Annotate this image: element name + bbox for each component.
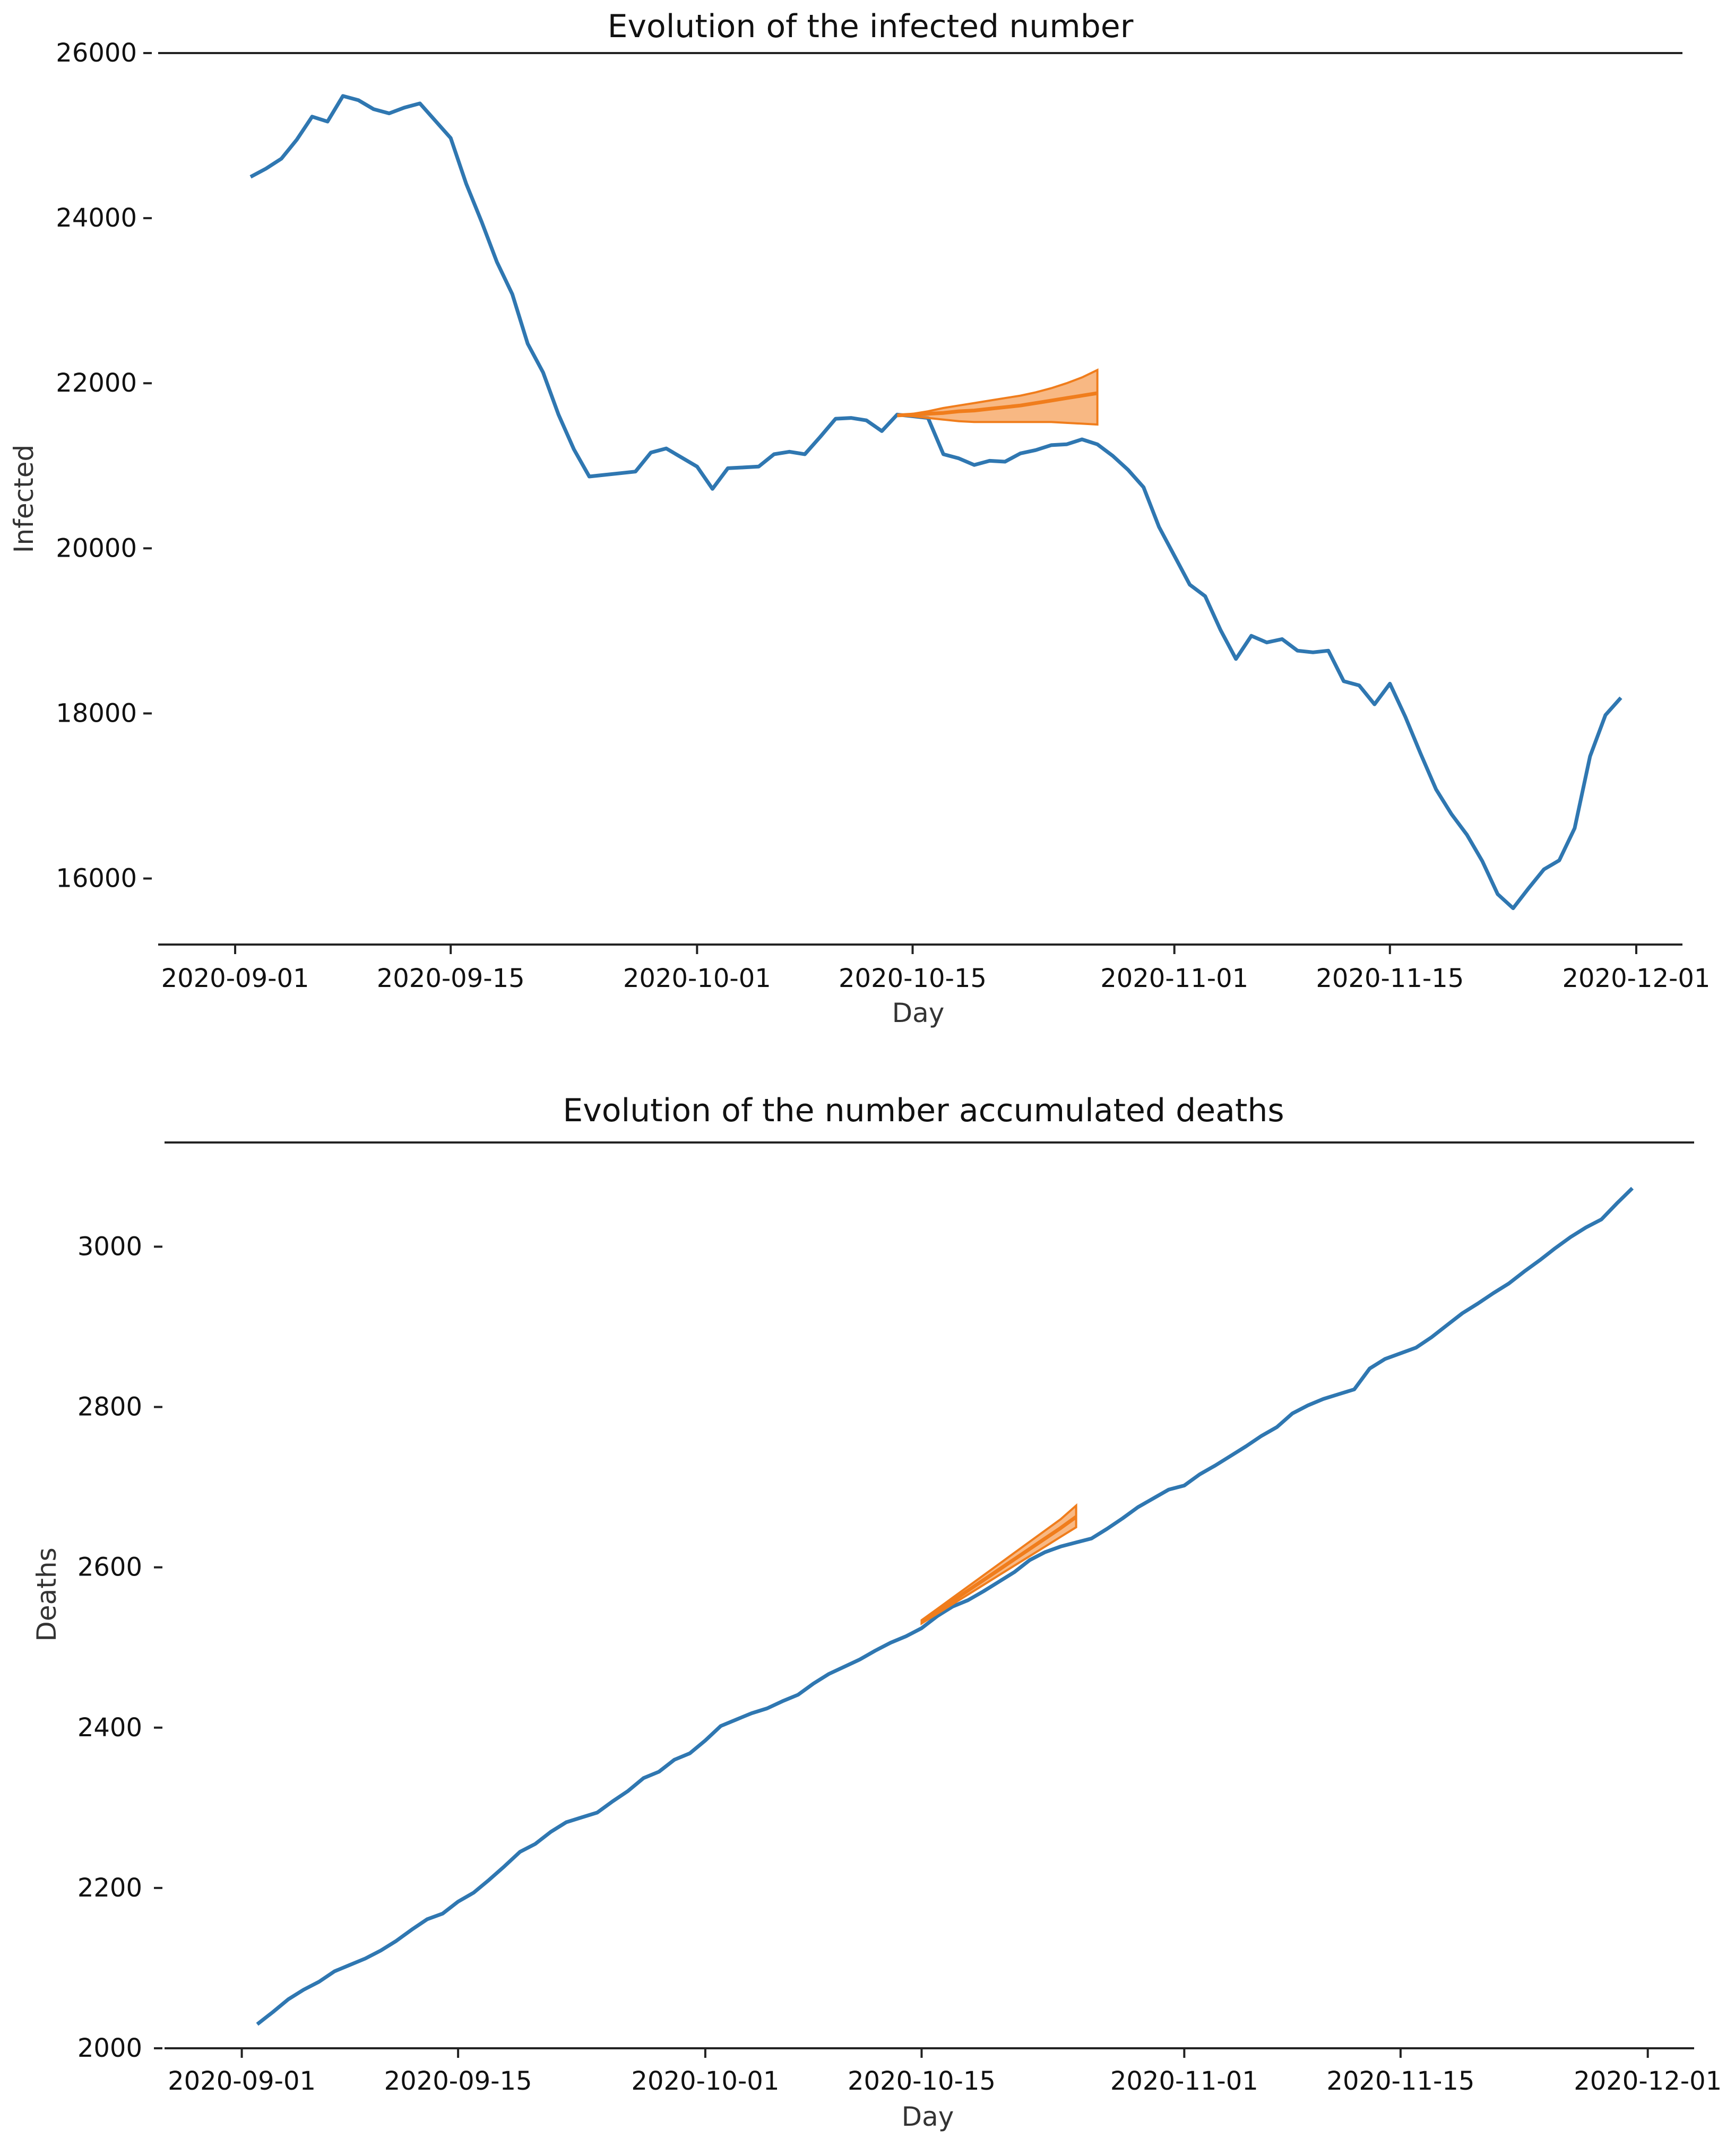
infected-xtick-label: 2020-12-01 [1562, 964, 1710, 993]
deaths-ytick-label: 3000 [77, 1232, 142, 1261]
infected-xtick-label: 2020-10-01 [623, 964, 771, 993]
infected-xtick-label: 2020-11-01 [1100, 964, 1248, 993]
infected-observed-line [249, 94, 1622, 911]
infected-x-ticks: 2020-09-01 2020-09-15 2020-10-01 2020-10-15… [161, 945, 1710, 993]
deaths-xtick-label: 2020-10-01 [631, 2066, 779, 2096]
infected-ytick-label: 18000 [56, 698, 137, 728]
infected-plot-area [249, 94, 1622, 911]
infected-chart: Evolution of the infected number 16000 18… [8, 8, 1710, 1028]
deaths-prediction-line [920, 1515, 1077, 1624]
infected-ytick-label: 26000 [56, 38, 137, 68]
deaths-ytick-label: 2600 [77, 1553, 142, 1582]
deaths-y-label: Deaths [31, 1547, 62, 1641]
deaths-ytick-label: 2400 [77, 1713, 142, 1743]
infected-y-label: Infected [8, 445, 39, 553]
deaths-ytick-label: 2800 [77, 1392, 142, 1422]
infected-x-label: Day [892, 998, 945, 1028]
deaths-y-ticks: 2000 2200 2400 2600 2800 3000 [77, 1232, 162, 2063]
infected-xtick-label: 2020-10-15 [839, 964, 987, 993]
infected-xtick-label: 2020-11-15 [1316, 964, 1464, 993]
deaths-xtick-label: 2020-11-01 [1110, 2066, 1258, 2096]
deaths-chart-title: Evolution of the number accumulated deat… [563, 1092, 1284, 1129]
infected-ytick-label: 16000 [56, 864, 137, 894]
deaths-observed-line [256, 1187, 1634, 2026]
deaths-plot-area [256, 1187, 1634, 2026]
infected-ytick-label: 24000 [56, 203, 137, 233]
deaths-xtick-label: 2020-11-15 [1326, 2066, 1474, 2096]
deaths-ytick-label: 2200 [77, 1873, 142, 1903]
infected-ytick-label: 22000 [56, 368, 137, 398]
deaths-x-ticks: 2020-09-01 2020-09-15 2020-10-01 2020-10-15… [168, 2048, 1722, 2096]
infected-xtick-label: 2020-09-15 [377, 964, 525, 993]
deaths-xtick-label: 2020-09-01 [168, 2066, 316, 2096]
infected-chart-title: Evolution of the infected number [608, 8, 1134, 45]
infected-y-ticks: 16000 18000 20000 22000 24000 26000 [56, 38, 152, 894]
deaths-xtick-label: 2020-12-01 [1574, 2066, 1722, 2096]
deaths-x-label: Day [902, 2101, 954, 2132]
infected-prediction-line [897, 391, 1098, 418]
infected-ytick-label: 20000 [56, 533, 137, 563]
deaths-xtick-label: 2020-10-15 [848, 2066, 996, 2096]
deaths-chart: Evolution of the number accumulated deat… [31, 1092, 1722, 2132]
deaths-xtick-label: 2020-09-15 [384, 2066, 532, 2096]
infected-xtick-label: 2020-09-01 [161, 964, 309, 993]
deaths-ytick-label: 2000 [77, 2033, 142, 2063]
